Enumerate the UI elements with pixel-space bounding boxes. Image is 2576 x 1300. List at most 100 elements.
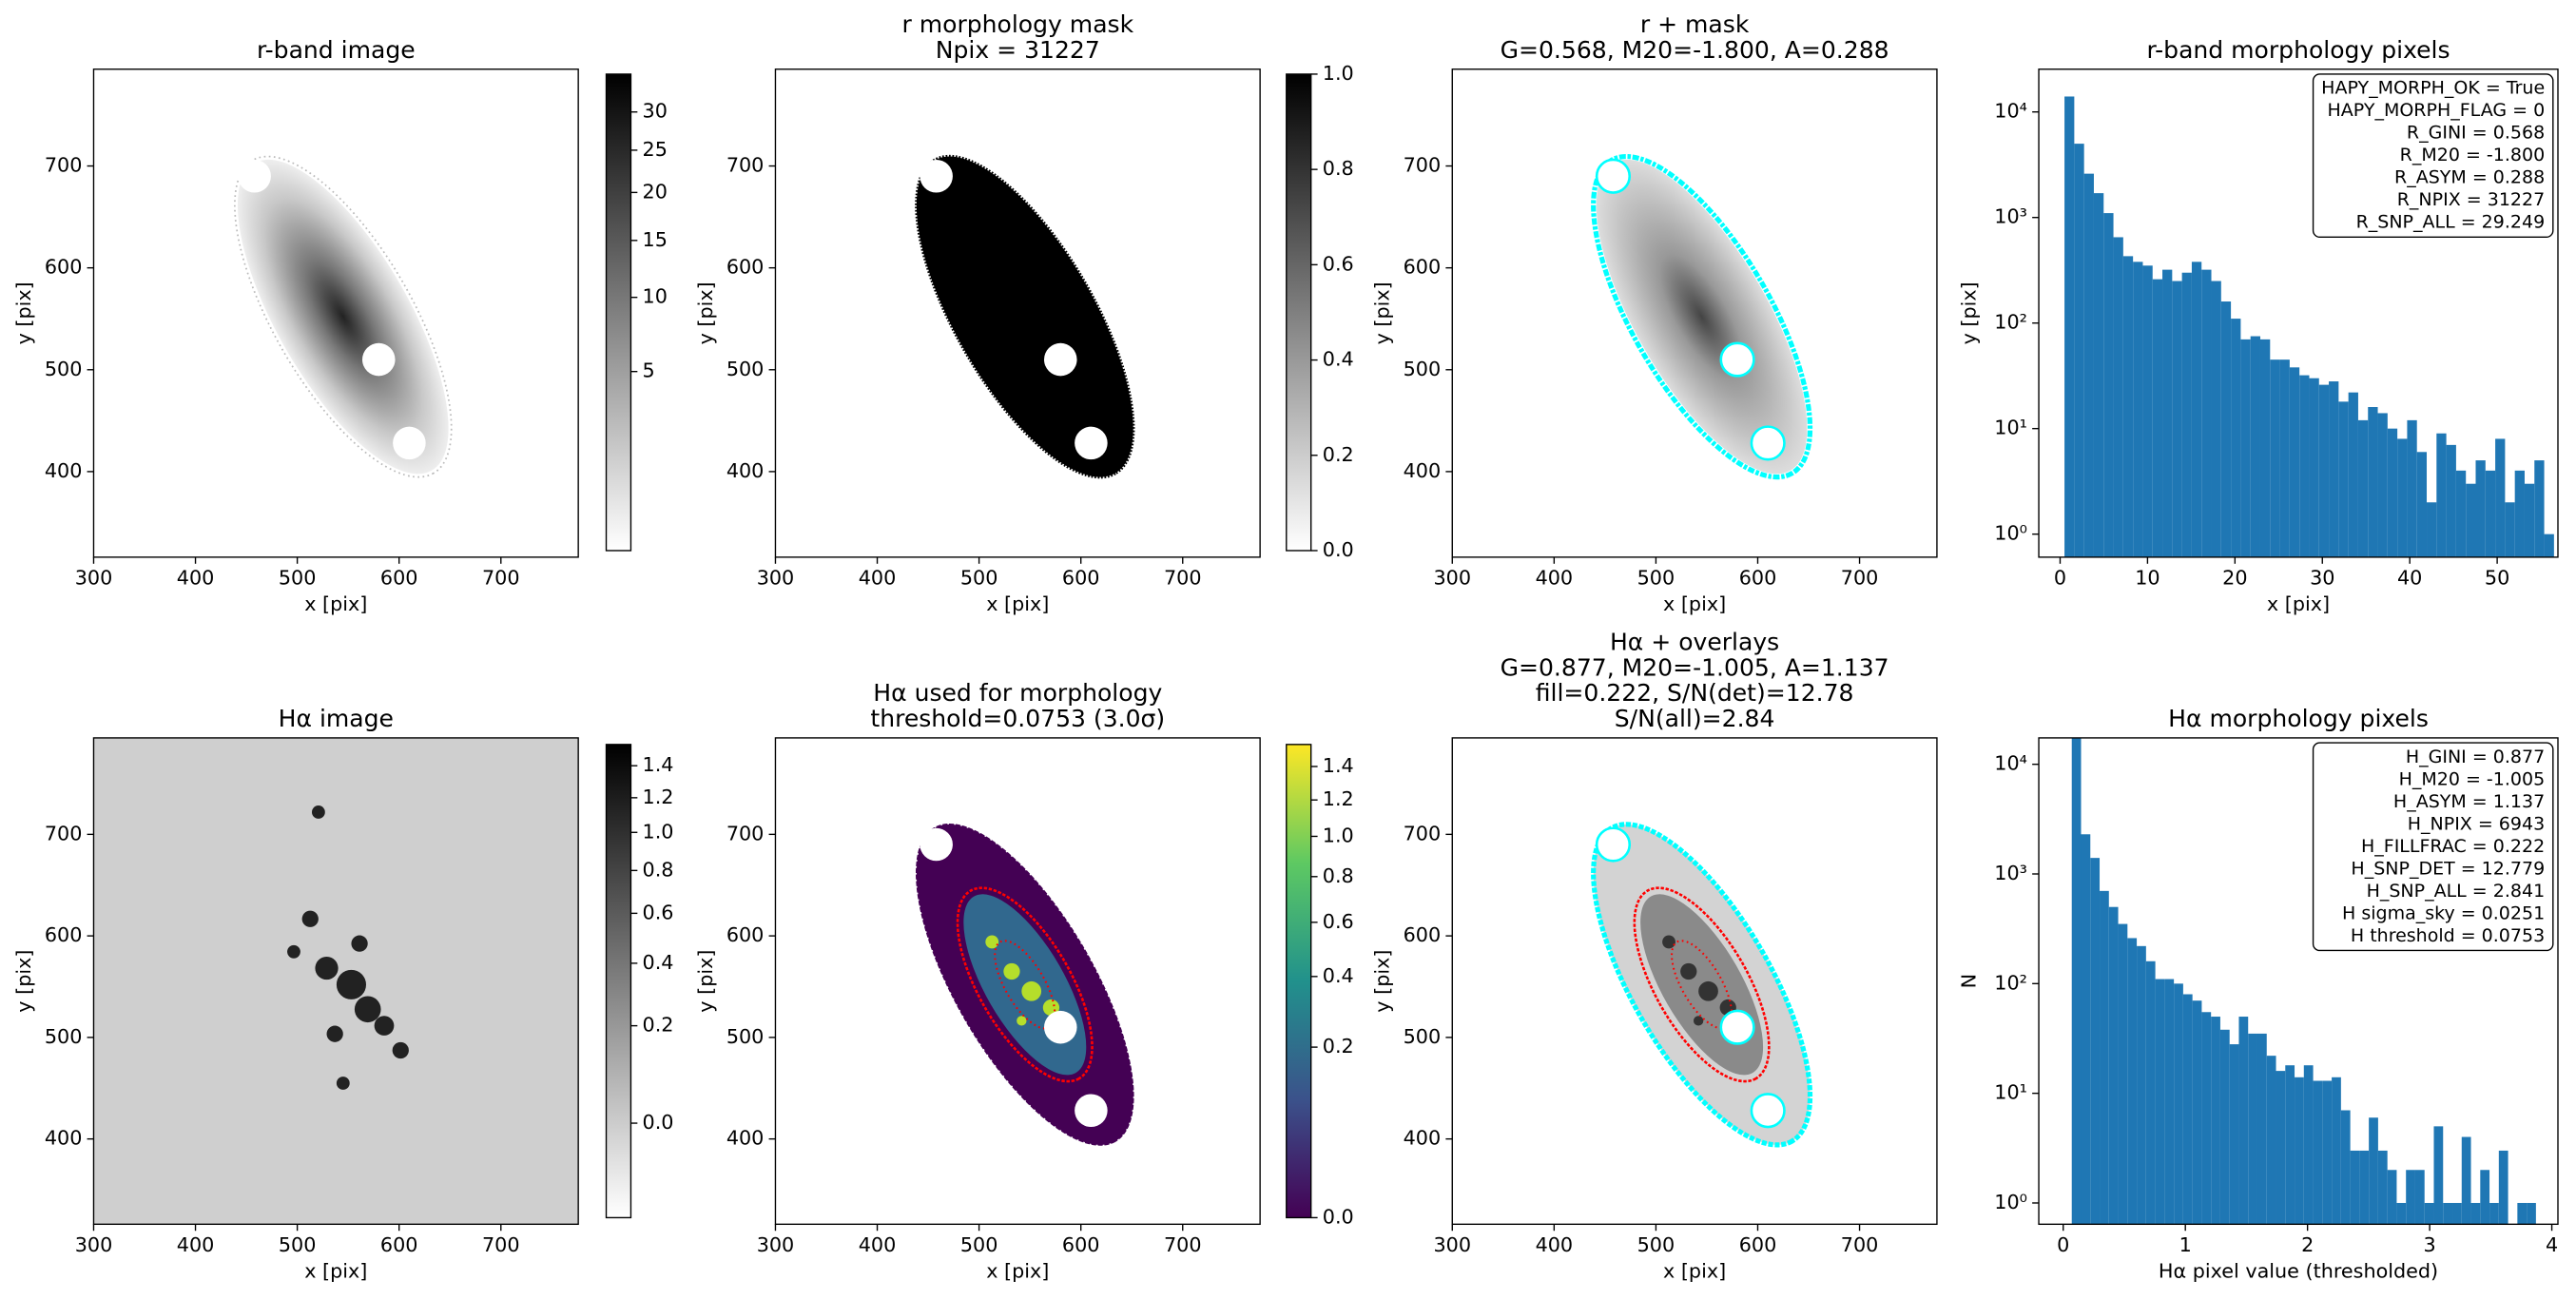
masked-star [920, 827, 953, 862]
x-tick-label: 400 [859, 1233, 897, 1256]
x-tick-label: 600 [1739, 566, 1777, 589]
bar [2495, 438, 2506, 557]
bar [2229, 1044, 2239, 1225]
colorbar-tick-label: 0.0 [1323, 538, 1354, 561]
bar [2524, 483, 2535, 557]
plot-area [1591, 822, 1813, 1148]
x-tick-label: 1 [2179, 1233, 2192, 1256]
colorbar-tick-label: 0.2 [643, 1014, 674, 1037]
bar [2424, 1202, 2434, 1225]
bar [2240, 339, 2251, 557]
bar [2201, 269, 2212, 557]
bar [2074, 144, 2084, 557]
masked-star [1595, 826, 1632, 863]
bar [2427, 502, 2437, 557]
x-tick-label: 500 [960, 566, 998, 589]
x-tick-label: 500 [1637, 566, 1675, 589]
bar [2211, 1017, 2220, 1225]
ha-knot [985, 935, 999, 949]
bar [2127, 938, 2138, 1225]
bar [2544, 534, 2554, 557]
y-tick-label: 500 [45, 358, 83, 380]
bar [2250, 336, 2260, 557]
axes-frame [1451, 737, 1938, 1226]
y-tick-label: 600 [45, 923, 83, 946]
x-axis-label: x [pix] [304, 1259, 367, 1282]
bar [2313, 1080, 2323, 1225]
bar [2527, 1202, 2536, 1225]
y-tick-label: 500 [1404, 358, 1442, 380]
annotation: H_SNP_ALL = 2.841 [2367, 881, 2546, 902]
masked-star [1719, 1009, 1755, 1045]
galaxy [1596, 159, 1808, 475]
x-tick-label: 600 [1739, 1233, 1777, 1256]
bar [2182, 994, 2193, 1225]
bar [2192, 1000, 2202, 1225]
ha-knot [392, 1041, 409, 1059]
panel: 300 400 500 600 700 400 500 600 700 x [pix] y [pix… [1371, 10, 1938, 615]
bar [2455, 470, 2467, 557]
y-tick-label: 500 [726, 1025, 765, 1048]
ha-knot [1021, 980, 1042, 1001]
ha-knot [1680, 962, 1697, 980]
bar [2083, 173, 2094, 557]
colorbar-tick-label: 20 [643, 180, 668, 203]
x-tick-label: 700 [482, 1233, 520, 1256]
colorbar-tick-label: 1.4 [1323, 754, 1354, 777]
bar [2108, 906, 2119, 1225]
ha-knot [1662, 935, 1675, 949]
x-axis-label: x [pix] [2267, 592, 2330, 615]
x-tick-label: 400 [177, 566, 215, 589]
y-tick-label: 700 [1404, 822, 1442, 844]
y-tick-label: 600 [45, 256, 83, 279]
colorbar [605, 73, 632, 552]
plot-area [2071, 737, 2536, 1225]
x-tick-label: 3 [2424, 1233, 2436, 1256]
image-background [93, 737, 579, 1225]
ha-knot [1003, 962, 1020, 980]
ha-knot [1017, 1016, 1027, 1026]
bar [2220, 301, 2232, 557]
bar [2452, 1202, 2462, 1225]
bar [2377, 413, 2388, 557]
colorbar-tick-label: 5 [643, 359, 655, 382]
y-tick-label: 400 [726, 1127, 765, 1150]
bar [2113, 237, 2123, 557]
bar [2270, 359, 2280, 557]
bar [2211, 281, 2221, 557]
x-axis-label: x [pix] [304, 592, 367, 615]
bar [2485, 470, 2496, 557]
chart-title: r-band morphology pixels [2146, 36, 2450, 64]
x-tick-label: 50 [2485, 566, 2509, 589]
x-tick-label: 600 [380, 1233, 418, 1256]
y-tick-label: 400 [1404, 459, 1442, 482]
bar [2256, 1033, 2267, 1225]
x-tick-label: 700 [1841, 1233, 1879, 1256]
x-tick-label: 600 [1062, 566, 1100, 589]
ha-knot [315, 956, 339, 980]
colorbar-tick-label: 1.0 [1323, 824, 1354, 846]
bar [2201, 1012, 2212, 1225]
x-tick-label: 400 [1536, 1233, 1574, 1256]
bar [2470, 1202, 2481, 1225]
galaxy [237, 159, 449, 475]
bar [2093, 193, 2104, 557]
colorbar-tick-label: 30 [643, 100, 668, 123]
ha-knot [287, 944, 300, 959]
bar [2505, 502, 2515, 557]
y-tick-label: 10⁴ [1994, 100, 2027, 123]
bar [2164, 979, 2175, 1225]
y-tick-label: 600 [1404, 256, 1442, 279]
colorbar-tick-label: 0.6 [643, 901, 674, 923]
annotation: H_GINI = 0.877 [2406, 747, 2545, 767]
x-tick-label: 600 [380, 566, 418, 589]
threshold-contour [956, 886, 1094, 1083]
colorbar-tick-label: 1.2 [643, 786, 674, 808]
y-tick-label: 500 [726, 358, 765, 380]
annotation: R_M20 = -1.800 [2400, 145, 2546, 165]
bar [2238, 1017, 2249, 1225]
axes-frame [774, 737, 1261, 1226]
bar [2142, 265, 2153, 557]
chart-title: fill=0.222, S/N(det)=12.78 [1536, 679, 1854, 707]
bar [2387, 428, 2398, 557]
